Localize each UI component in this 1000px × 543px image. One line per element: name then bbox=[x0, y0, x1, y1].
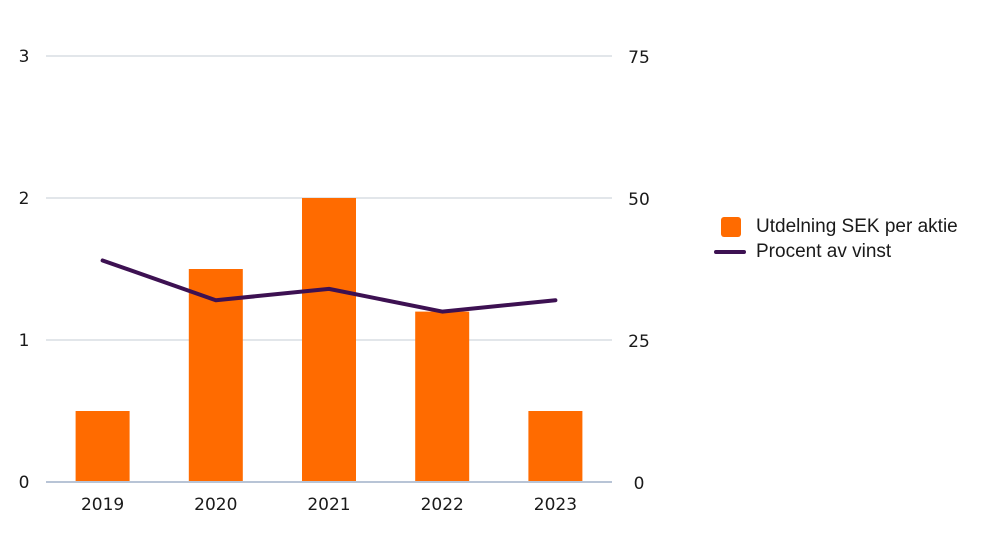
bar bbox=[188, 269, 243, 482]
x-tick-label: 2021 bbox=[307, 495, 350, 515]
y-left-tick-label: 3 bbox=[19, 47, 30, 67]
legend: Utdelning SEK per aktie Procent av vinst bbox=[714, 214, 958, 264]
legend-bar-swatch bbox=[721, 216, 741, 237]
series-line-procent-av-vinst bbox=[100, 258, 558, 314]
legend-label-line: Procent av vinst bbox=[756, 240, 892, 262]
bar bbox=[75, 411, 130, 482]
legend-label-bars: Utdelning SEK per aktie bbox=[756, 215, 958, 237]
legend-line-swatch bbox=[714, 249, 746, 254]
x-tick-label: 2020 bbox=[194, 495, 237, 515]
x-tick-label: 2022 bbox=[421, 495, 464, 515]
bar bbox=[415, 311, 470, 482]
x-tick-label: 2023 bbox=[534, 495, 577, 515]
x-tick-label: 2019 bbox=[81, 495, 124, 515]
y-left-tick-label: 1 bbox=[19, 331, 30, 351]
legend-item-line[interactable]: Procent av vinst bbox=[714, 239, 958, 264]
y-right-tick-label: 25 bbox=[628, 332, 650, 352]
y-left-tick-label: 2 bbox=[19, 189, 30, 209]
legend-item-bars[interactable]: Utdelning SEK per aktie bbox=[714, 214, 958, 239]
bar bbox=[528, 411, 583, 482]
y-right-tick-label: 0 bbox=[634, 474, 645, 494]
y-right-tick-label: 75 bbox=[628, 48, 650, 68]
bar bbox=[302, 198, 356, 482]
y-right-tick-label: 50 bbox=[628, 190, 650, 210]
y-left-tick-label: 0 bbox=[19, 473, 30, 493]
